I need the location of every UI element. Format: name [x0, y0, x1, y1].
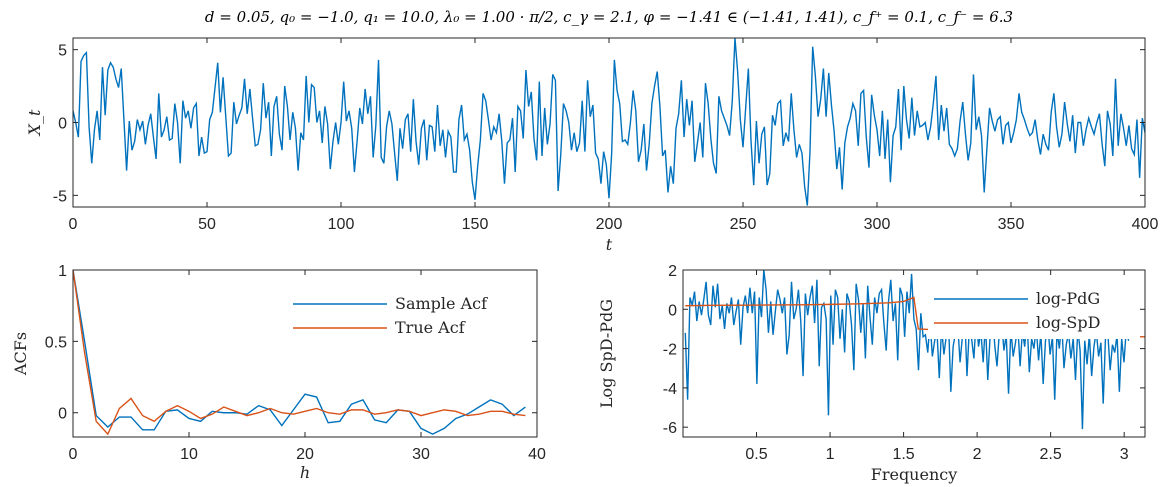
- y-tick-label: 0: [58, 406, 67, 423]
- y-tick-label: 0.5: [45, 334, 67, 351]
- true-acf-line: [73, 270, 526, 436]
- x-tick-label: 20: [296, 446, 314, 463]
- y-axis-label: ACFs: [11, 332, 30, 376]
- legend: Sample Acf True Acf: [287, 290, 532, 344]
- sample-acf-line: [73, 270, 526, 435]
- x-tick-label: 150: [462, 216, 489, 233]
- x-tick-label: 100: [328, 216, 355, 233]
- x-tick-label: 10: [180, 446, 198, 463]
- x-tick-label: 50: [198, 216, 216, 233]
- chart-title: d = 0.05, q₀ = −1.0, q₁ = 10.0, λ₀ = 1.0…: [205, 8, 1013, 26]
- x-tick-label: 250: [730, 216, 757, 233]
- y-tick-label: 0: [668, 302, 677, 319]
- legend-entry: True Acf: [395, 318, 466, 337]
- x-tick-label: 3: [1120, 446, 1129, 463]
- y-tick-label: -5: [53, 188, 67, 205]
- x-tick-label: 1: [826, 446, 835, 463]
- legend-box: [287, 290, 532, 344]
- y-tick-label: -2: [663, 342, 677, 359]
- x-tick-label: 300: [864, 216, 891, 233]
- y-axis-label: Log SpD-PdG: [597, 299, 616, 408]
- y-axis-label: X_t: [25, 109, 44, 137]
- x-tick-label: 0: [69, 446, 78, 463]
- x-tick-label: 400: [1132, 216, 1159, 233]
- acf-chart: 0 10 20 30 40 0 0.5 1 h ACFs Sample Acf True Acf: [11, 263, 546, 482]
- x-axis-label: h: [300, 463, 310, 482]
- y-tick-label: -6: [663, 420, 677, 437]
- x-tick-label: 350: [998, 216, 1025, 233]
- x-axis-label: Frequency: [871, 465, 958, 484]
- x-tick-label: 40: [528, 446, 546, 463]
- x-tick-label: 200: [596, 216, 623, 233]
- y-tick-label: -4: [663, 381, 677, 398]
- y-tick-label: 1: [58, 263, 67, 280]
- y-tick-label: 5: [58, 43, 67, 60]
- legend-entry: log-PdG: [1036, 289, 1100, 308]
- x-tick-label: 1.5: [892, 446, 914, 463]
- spectrum-chart: 0.5 1 1.5 2 2.5 3 2 0 -2 -4 -6 Frequency Log SpD-PdG…: [597, 263, 1146, 484]
- legend-box: [928, 285, 1140, 339]
- y-tick-label: 2: [668, 263, 677, 280]
- x-tick-label: 0: [69, 216, 78, 233]
- y-tick-label: 0: [58, 116, 67, 133]
- x-tick-label: 2.5: [1040, 446, 1062, 463]
- log-pdg-line: [684, 270, 1130, 430]
- legend: log-PdG log-SpD: [928, 285, 1140, 339]
- legend-entry: Sample Acf: [395, 294, 488, 313]
- x-tick-label: 0.5: [745, 446, 767, 463]
- x-axis-label: t: [606, 235, 613, 254]
- legend-entry: log-SpD: [1036, 313, 1100, 332]
- x-tick-label: 2: [973, 446, 982, 463]
- axes-box: [682, 269, 1146, 438]
- x-tick-label: 30: [412, 446, 430, 463]
- series-0-line: [73, 38, 1145, 206]
